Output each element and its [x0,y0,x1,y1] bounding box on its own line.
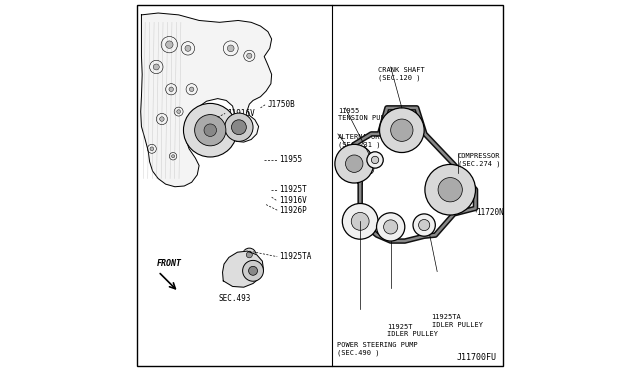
Circle shape [248,266,257,275]
Text: ALTERNATOR
(SEC.231 ): ALTERNATOR (SEC.231 ) [338,134,380,148]
Text: 11926P: 11926P [279,206,307,215]
Circle shape [166,41,173,48]
Circle shape [184,103,237,157]
Circle shape [438,177,462,202]
Text: 11955
TENSION PULLEY: 11955 TENSION PULLEY [338,108,397,121]
Circle shape [177,110,180,113]
Circle shape [383,220,397,234]
Circle shape [342,203,378,239]
Circle shape [189,87,194,92]
Circle shape [243,260,264,281]
Circle shape [390,119,413,141]
Circle shape [371,156,379,164]
Circle shape [380,108,424,153]
Circle shape [150,147,154,151]
Circle shape [376,213,405,241]
Circle shape [335,144,374,183]
Text: 11916V: 11916V [227,109,255,118]
Text: 11925TA: 11925TA [279,252,312,261]
Text: J1750B: J1750B [268,100,296,109]
Text: FRONT: FRONT [156,259,181,268]
Circle shape [227,45,234,52]
Circle shape [246,53,252,58]
Circle shape [425,164,476,215]
Text: J11700FU: J11700FU [457,353,497,362]
Circle shape [413,214,435,236]
Circle shape [246,252,252,258]
Text: 11925T: 11925T [279,185,307,194]
Text: CRANK SHAFT
(SEC.120 ): CRANK SHAFT (SEC.120 ) [378,67,424,81]
Circle shape [159,117,164,121]
Text: POWER STEERING PUMP
(SEC.490 ): POWER STEERING PUMP (SEC.490 ) [337,342,417,356]
Circle shape [419,219,429,231]
Text: SEC.493: SEC.493 [219,294,252,303]
Polygon shape [223,251,264,287]
Circle shape [232,120,246,135]
Circle shape [185,45,191,51]
Circle shape [204,124,216,137]
Circle shape [367,152,383,168]
Text: 11925T
IDLER PULLEY: 11925T IDLER PULLEY [387,324,438,337]
Text: 11955: 11955 [279,155,302,164]
Circle shape [172,155,175,158]
Circle shape [225,113,253,141]
Circle shape [351,212,369,230]
Circle shape [154,64,159,70]
Text: 11720N: 11720N [476,208,504,217]
Text: 11925TA
IDLER PULLEY: 11925TA IDLER PULLEY [431,314,483,328]
Text: 11916V: 11916V [279,196,307,205]
Polygon shape [141,13,271,187]
Circle shape [169,87,173,92]
Circle shape [195,115,226,146]
Text: COMPRESSOR
(SEC.274 ): COMPRESSOR (SEC.274 ) [458,153,500,167]
Ellipse shape [367,163,374,174]
Circle shape [346,155,363,172]
Circle shape [243,248,256,262]
